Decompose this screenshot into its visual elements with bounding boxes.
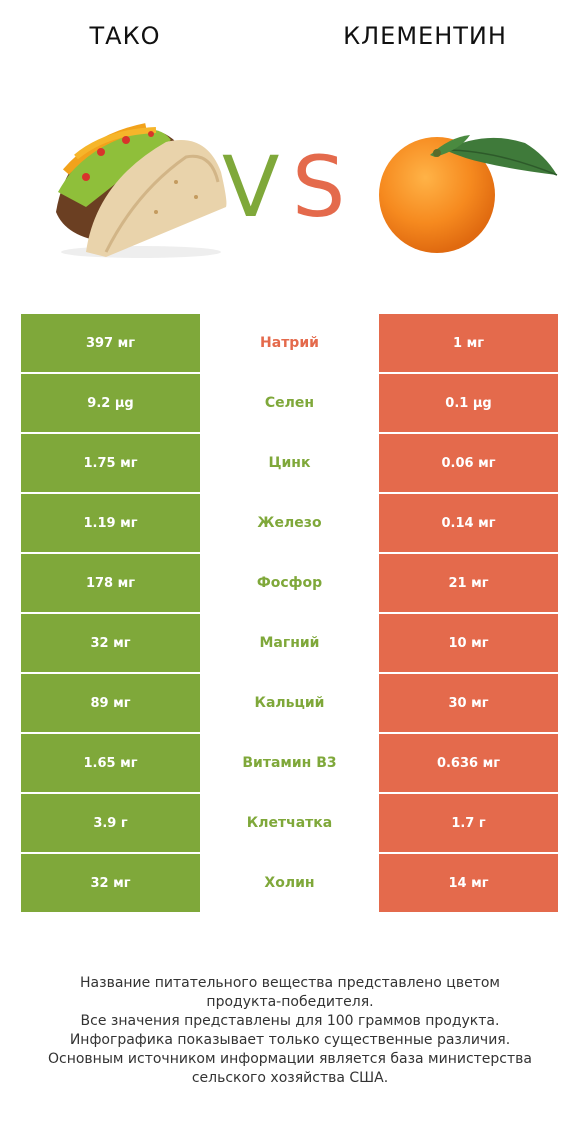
left-product-title: ТАКО (89, 22, 161, 50)
footnote-line: сельского хозяйства США. (191, 1070, 389, 1086)
right-value: 0.636 мг (379, 734, 558, 792)
nutrient-name: Натрий (200, 314, 379, 373)
right-value: 10 мг (379, 614, 558, 672)
left-value: 178 мг (21, 554, 200, 612)
table-row: 9.2 µg Селен 0.1 µg (21, 374, 558, 434)
right-value: 14 мг (379, 854, 558, 912)
nutrient-name: Витамин B3 (200, 734, 379, 793)
table-row: 1.75 мг Цинк 0.06 мг (21, 434, 558, 494)
table-row: 89 мг Кальций 30 мг (21, 674, 558, 734)
nutrient-name: Клетчатка (200, 794, 379, 853)
footnote-line: Основным источником информации является … (48, 1051, 532, 1067)
vs-v-letter: V (222, 138, 280, 236)
vs-s-letter: S (292, 138, 346, 236)
left-value: 9.2 µg (21, 374, 200, 432)
table-row: 32 мг Магний 10 мг (21, 614, 558, 674)
comparison-table: 397 мг Натрий 1 мг 9.2 µg Селен 0.1 µg 1… (21, 314, 558, 914)
right-value: 1 мг (379, 314, 558, 372)
left-value: 1.19 мг (21, 494, 200, 552)
nutrient-name: Кальций (200, 674, 379, 733)
right-value: 0.06 мг (379, 434, 558, 492)
right-value: 30 мг (379, 674, 558, 732)
left-value: 3.9 г (21, 794, 200, 852)
table-row: 3.9 г Клетчатка 1.7 г (21, 794, 558, 854)
nutrient-name: Холин (200, 854, 379, 913)
left-value: 32 мг (21, 614, 200, 672)
nutrient-name: Селен (200, 374, 379, 433)
right-value: 1.7 г (379, 794, 558, 852)
right-value: 0.14 мг (379, 494, 558, 552)
footnote-line: продукта-победителя. (206, 994, 374, 1010)
left-value: 32 мг (21, 854, 200, 912)
right-product-title: КЛЕМЕНТИН (343, 22, 507, 50)
left-value: 89 мг (21, 674, 200, 732)
table-row: 178 мг Фосфор 21 мг (21, 554, 558, 614)
nutrient-name: Цинк (200, 434, 379, 493)
footnote-line: Инфографика показывает только существенн… (69, 1032, 511, 1048)
right-value: 0.1 µg (379, 374, 558, 432)
left-value: 397 мг (21, 314, 200, 372)
nutrient-name: Железо (200, 494, 379, 553)
footnote: Название питательного вещества представл… (20, 974, 560, 1088)
clementine-image (379, 135, 558, 253)
footnote-line: Все значения представлены для 100 граммо… (80, 1013, 500, 1029)
left-value: 1.75 мг (21, 434, 200, 492)
footnote-line: Название питательного вещества представл… (80, 975, 500, 991)
nutrient-name: Магний (200, 614, 379, 673)
table-row: 397 мг Натрий 1 мг (21, 314, 558, 374)
table-row: 1.65 мг Витамин B3 0.636 мг (21, 734, 558, 794)
nutrient-name: Фосфор (200, 554, 379, 613)
right-value: 21 мг (379, 554, 558, 612)
table-row: 32 мг Холин 14 мг (21, 854, 558, 914)
table-row: 1.19 мг Железо 0.14 мг (21, 494, 558, 554)
left-value: 1.65 мг (21, 734, 200, 792)
taco-image (56, 123, 227, 258)
